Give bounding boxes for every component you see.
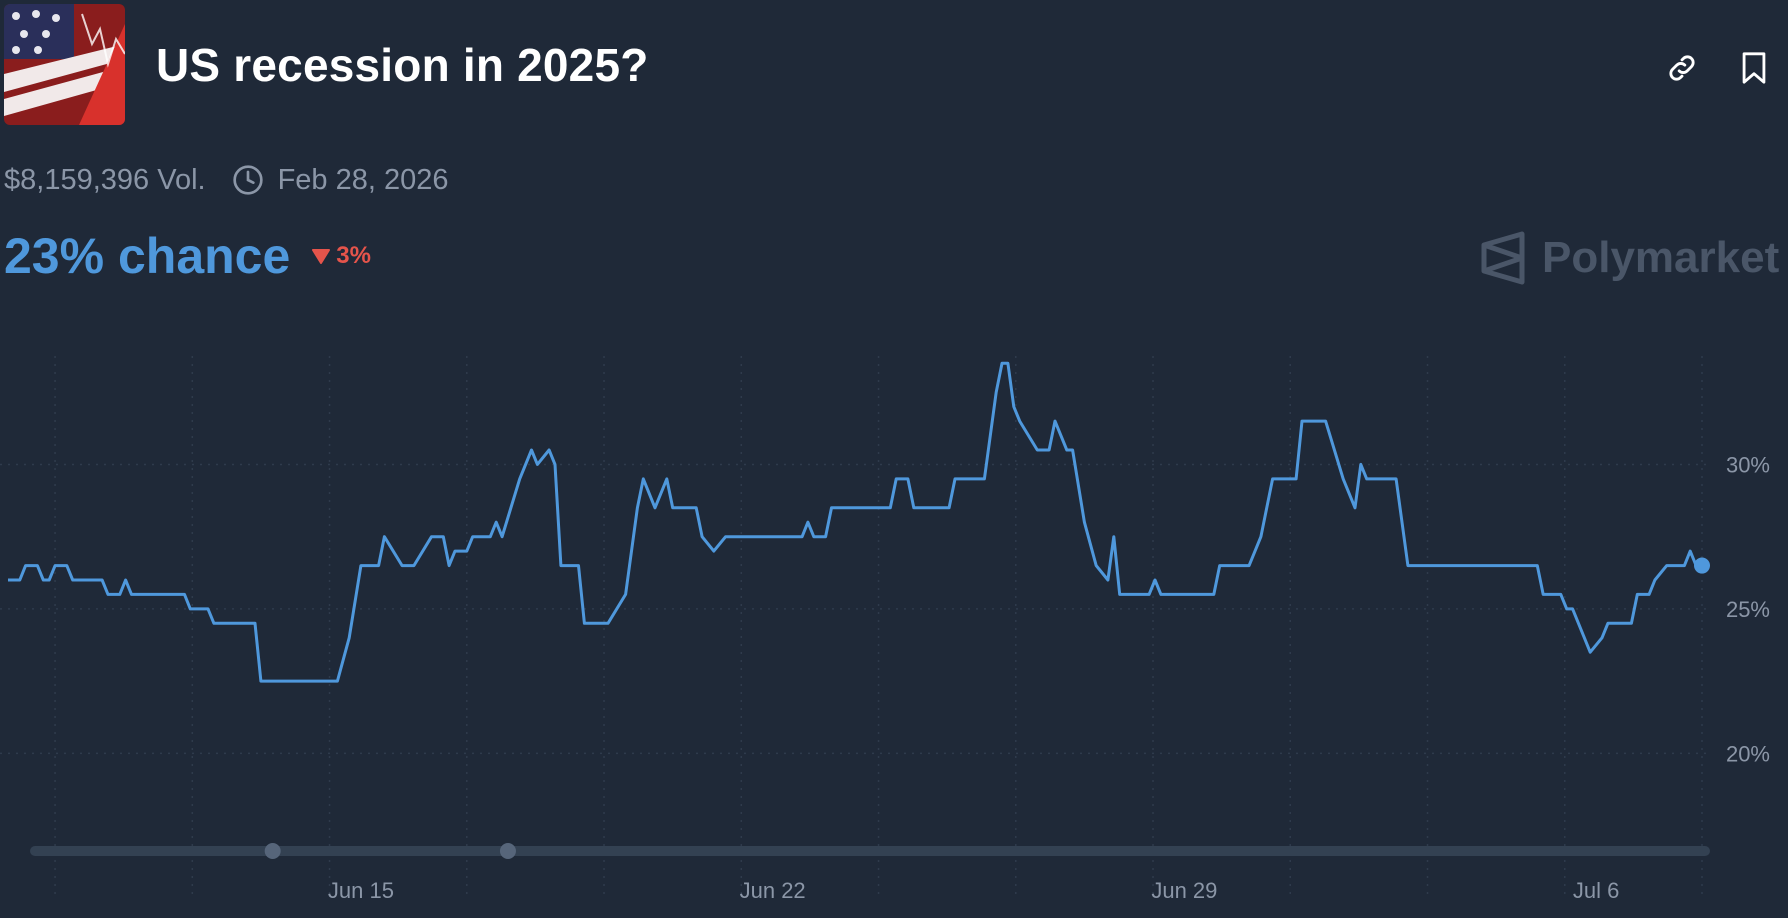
us-flag-market-chart-icon — [4, 4, 125, 125]
slider-track[interactable] — [30, 846, 1710, 856]
end-date-text: Feb 28, 2026 — [277, 163, 449, 196]
down-triangle-icon — [312, 249, 331, 264]
y-tick-label: 30% — [1726, 452, 1770, 477]
polymarket-logo-icon — [1481, 231, 1525, 285]
chart-grid — [0, 356, 1712, 895]
y-tick-label: 20% — [1726, 741, 1770, 766]
chance-summary: 23% chance 3% — [4, 228, 371, 284]
brand-name: Polymarket — [1542, 233, 1780, 282]
link-icon — [1669, 55, 1695, 81]
bookmark-icon — [1742, 52, 1766, 84]
y-tick-label: 25% — [1726, 597, 1770, 622]
polymarket-brand: Polymarket — [1480, 230, 1779, 286]
market-header: US recession in 2025? — [4, 4, 1788, 126]
x-tick-label: Jun 22 — [740, 878, 806, 903]
market-meta: $8,159,396 Vol. Feb 28, 2026 — [4, 162, 449, 198]
x-tick-label: Jun 29 — [1151, 878, 1217, 903]
x-tick-label: Jul 6 — [1573, 878, 1619, 903]
change-badge: 3% — [312, 242, 371, 270]
market-thumbnail — [4, 4, 125, 125]
x-axis: Jun 15 Jun 22 Jun 29 Jul 6 — [328, 878, 1619, 903]
bookmark-button[interactable] — [1730, 44, 1778, 92]
probability-chart: 20% 25% 30% Jun 15 Jun 22 Jun 29 Jul 6 — [0, 356, 1770, 903]
y-axis: 20% 25% 30% — [1726, 452, 1770, 766]
clock-icon — [232, 164, 264, 196]
series-line — [8, 361, 1702, 683]
series-endpoint — [1694, 557, 1710, 574]
copy-link-button[interactable] — [1658, 44, 1706, 92]
slider-start-handle[interactable] — [264, 843, 281, 859]
range-slider[interactable] — [30, 843, 1710, 859]
chance-value: 23% chance — [4, 228, 291, 284]
volume-text: $8,159,396 Vol. — [4, 163, 206, 196]
change-value: 3% — [336, 242, 371, 269]
market-title: US recession in 2025? — [156, 39, 649, 91]
x-tick-label: Jun 15 — [328, 878, 394, 903]
series-layer — [8, 361, 1710, 683]
slider-end-handle[interactable] — [499, 843, 516, 859]
